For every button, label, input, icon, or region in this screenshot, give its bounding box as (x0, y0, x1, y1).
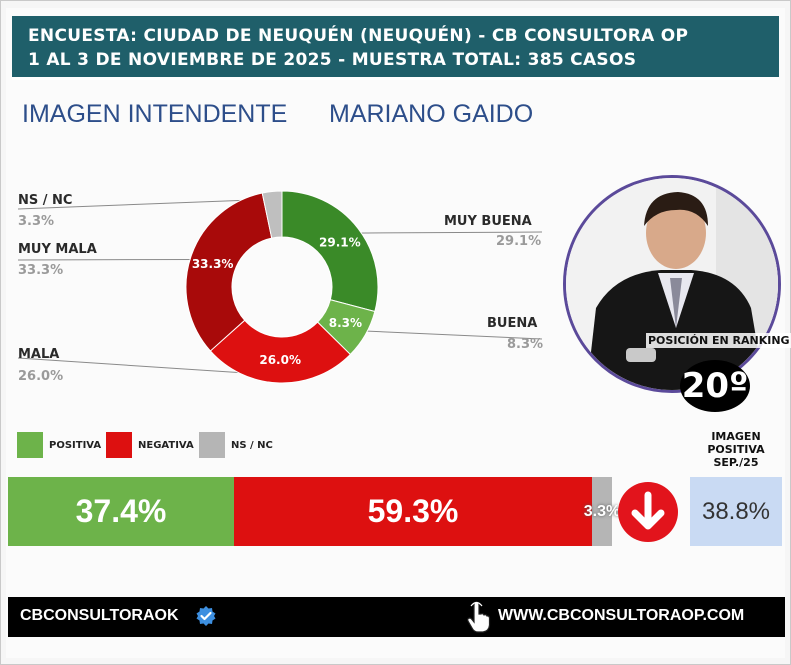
legend-label: NS / NC (231, 439, 273, 451)
pointing-hand-icon (467, 601, 491, 633)
header-banner: ENCUESTA: CIUDAD DE NEUQUÉN (NEUQUÉN) - … (12, 16, 779, 80)
donut-label-name: MUY BUENA (444, 214, 532, 229)
donut-slice-value-label: 29.1% (319, 235, 361, 249)
donut-label-name: MUY MALA (18, 242, 97, 257)
legend-swatch (106, 432, 132, 458)
donut-slice-value-label: 8.3% (329, 316, 362, 330)
donut-leader-line (351, 231, 543, 234)
bar-segment-label: 59.3% (367, 493, 459, 529)
donut-label-value: 3.3% (18, 214, 55, 229)
donut-slices (185, 190, 379, 384)
bar-segment: 59.3% (234, 477, 592, 546)
legend-swatch (17, 432, 43, 458)
donut-leader-line (358, 330, 543, 340)
donut-slice-value-label: 26.0% (259, 353, 301, 367)
donut-label-value: 8.3% (507, 337, 544, 352)
header-line-1: ENCUESTA: CIUDAD DE NEUQUÉN (NEUQUÉN) - … (28, 26, 689, 46)
subtitle-right: MARIANO GAIDO (329, 100, 534, 128)
legend-label: POSITIVA (49, 439, 102, 451)
subtitle-left: IMAGEN INTENDENTE (22, 100, 288, 128)
ranking-badge: 20º (680, 360, 750, 412)
legend-item: POSITIVA (17, 432, 101, 458)
legend-item: NEGATIVA (106, 432, 194, 458)
bar-segment-label: 37.4% (75, 493, 167, 529)
donut-leader-line (17, 198, 273, 210)
donut-slice (185, 192, 273, 352)
bar-segment: 37.4% (8, 477, 234, 546)
donut-slice (281, 190, 379, 313)
donut-label-name: BUENA (487, 316, 538, 331)
arrow-down-icon (618, 482, 678, 542)
footer-bar: CBCONSULTORAOK WWW.CBCONSULTORAOP.COM (8, 597, 785, 637)
social-handle[interactable]: CBCONSULTORAOK (20, 607, 179, 624)
donut-label-value: 26.0% (18, 369, 64, 384)
donut-leader-line (17, 357, 280, 376)
mayor-photo (563, 175, 781, 393)
donut-slice-labels: 29.1% 8.3% 26.0% 33.3% (192, 235, 362, 367)
bar-segment: 3.3% (584, 477, 620, 546)
donut-slice (261, 190, 283, 239)
donut-leader-lines (17, 198, 543, 376)
donut-label-value: 29.1% (496, 234, 542, 249)
previous-image-value: 38.8% (690, 477, 782, 546)
donut-leader-line (17, 258, 199, 261)
previous-image-title: IMAGEN POSITIVA SEP./25 (707, 430, 765, 469)
donut-chart: 29.1% 8.3% 26.0% 33.3% (17, 190, 543, 384)
donut-slice (209, 319, 352, 384)
legend-swatch (199, 432, 225, 458)
verified-badge-icon (196, 606, 216, 626)
ranking-label: POSICIÓN EN RANKING (646, 333, 791, 348)
header-line-2: 1 AL 3 DE NOVIEMBRE DE 2025 - MUESTRA TO… (28, 50, 637, 70)
website-link[interactable]: WWW.CBCONSULTORAOP.COM (498, 607, 745, 624)
donut-label-name: MALA (18, 347, 60, 362)
donut-label-name: NS / NC (18, 193, 73, 208)
bar-segment-label: 3.3% (583, 502, 621, 520)
donut-slice-value-label: 33.3% (192, 257, 234, 271)
stacked-bar: 37.4% 59.3% 3.3% (8, 477, 620, 546)
donut-label-value: 33.3% (18, 263, 64, 278)
legend-label: NEGATIVA (138, 439, 194, 451)
person-portrait-icon (566, 178, 778, 390)
legend-item: NS / NC (199, 432, 273, 458)
